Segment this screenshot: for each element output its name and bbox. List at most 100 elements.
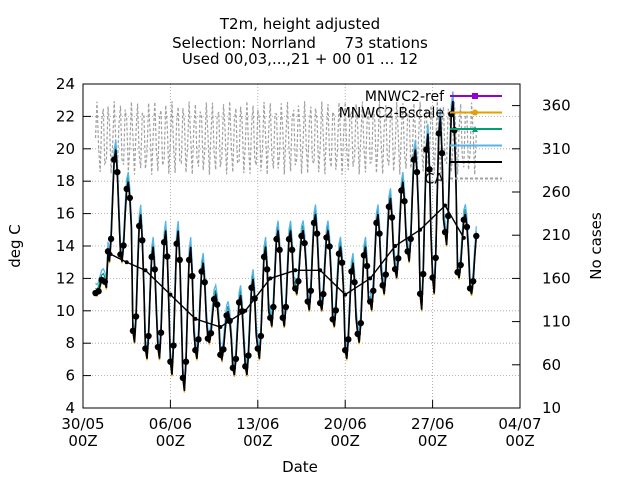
mean-point xyxy=(268,276,273,281)
chart-title-line-1: T2m, height adjusted xyxy=(219,15,380,33)
mean-point xyxy=(293,268,298,273)
series-point xyxy=(457,261,464,269)
series-point xyxy=(416,290,424,297)
series-point xyxy=(360,252,368,259)
series-point xyxy=(248,284,255,291)
series-point xyxy=(438,149,446,157)
series-point xyxy=(301,239,308,247)
y2-tick-label: 210 xyxy=(542,226,571,244)
x-tick-label: 06/06 xyxy=(149,415,192,433)
series-point xyxy=(410,156,418,163)
series-point xyxy=(317,299,324,307)
mean-point xyxy=(443,203,448,208)
series-point xyxy=(441,228,449,236)
series-point xyxy=(120,242,127,249)
series-point xyxy=(204,335,212,342)
y2-tick-label: 160 xyxy=(542,269,571,287)
series-point xyxy=(379,282,386,289)
y-tick-label: 4 xyxy=(65,399,75,417)
series-point xyxy=(263,266,271,273)
series-point xyxy=(288,246,296,254)
series-point xyxy=(151,266,158,273)
series-point xyxy=(154,343,162,351)
series-point xyxy=(129,327,137,335)
y-tick-label: 16 xyxy=(56,205,75,223)
series-point xyxy=(210,296,218,303)
series-point xyxy=(157,329,165,336)
cases-series xyxy=(94,101,477,175)
x-tick-label: 30/05 xyxy=(61,415,104,433)
y-tick-label: 18 xyxy=(56,172,75,190)
series-point xyxy=(342,346,349,354)
series-point xyxy=(123,185,130,193)
x-tick-label: 27/06 xyxy=(411,415,454,433)
legend-marker xyxy=(472,109,478,116)
series-point xyxy=(466,285,474,292)
series-point xyxy=(179,374,187,382)
series-point xyxy=(313,230,321,237)
chart-title-line-3: Used 00,03,...,21 + 00 01 ... 12 xyxy=(182,50,418,68)
series-point xyxy=(370,287,377,294)
series-point xyxy=(170,342,177,349)
series-point xyxy=(232,355,240,363)
series-point xyxy=(323,234,330,241)
x-tick-label-hour: 00Z xyxy=(505,432,534,450)
series-point xyxy=(354,330,361,338)
series-point xyxy=(217,351,224,358)
series-point xyxy=(310,219,318,227)
series-point xyxy=(270,303,277,311)
x-tick-label-hour: 00Z xyxy=(418,432,447,450)
y-tick-label: 22 xyxy=(56,107,75,125)
series-point xyxy=(357,319,365,327)
chart-title-line-2: Selection: Norrland 73 stations xyxy=(172,34,428,52)
mean-point xyxy=(143,268,148,273)
mean-point xyxy=(168,292,173,297)
mean-point xyxy=(243,308,248,313)
series-point xyxy=(388,214,396,221)
series-point xyxy=(345,336,352,343)
mean-line xyxy=(110,204,465,328)
series-point xyxy=(473,232,480,240)
x-tick-label-hour: 00Z xyxy=(331,432,360,450)
legend-label: MNWC2-ref xyxy=(365,89,445,105)
series-point xyxy=(126,194,134,202)
mean-point xyxy=(461,235,466,240)
y2-tick-label: 260 xyxy=(542,183,571,201)
series-point xyxy=(198,268,205,275)
series-point xyxy=(404,248,411,255)
series-point xyxy=(139,237,146,244)
mean-point xyxy=(368,276,373,281)
series-point xyxy=(254,345,261,352)
series-point xyxy=(229,364,237,372)
y-tick-label: 6 xyxy=(65,367,75,385)
series-point xyxy=(114,168,121,176)
series-point xyxy=(111,156,118,163)
series-point xyxy=(420,270,427,278)
series-point xyxy=(426,166,433,173)
series-point xyxy=(454,269,461,276)
series-point xyxy=(423,146,430,153)
y2-tick-label: 10 xyxy=(542,399,561,417)
x-axis-label: Date xyxy=(282,458,318,476)
series-point xyxy=(201,279,208,286)
series-point xyxy=(351,279,358,286)
series-point xyxy=(257,332,265,340)
series-point xyxy=(95,288,102,295)
mean-point xyxy=(108,252,113,257)
series-point xyxy=(235,299,243,306)
series-point xyxy=(182,358,190,365)
series-point xyxy=(395,255,402,262)
x-tick-label-hour: 00Z xyxy=(156,432,185,450)
y-tick-label: 10 xyxy=(56,302,75,320)
series-point xyxy=(207,329,215,337)
series-point xyxy=(460,216,468,223)
mean-point xyxy=(124,260,129,265)
series-point xyxy=(242,363,249,370)
series-point xyxy=(366,298,374,305)
y2-tick-label: 110 xyxy=(542,313,571,331)
y-axis-label: deg C xyxy=(6,224,24,268)
series-point xyxy=(304,298,311,305)
